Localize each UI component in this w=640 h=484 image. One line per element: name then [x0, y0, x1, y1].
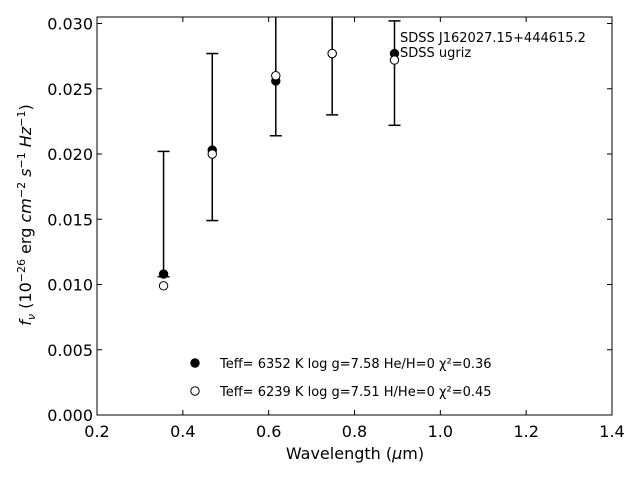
legend: Teff= 6352 K log g=7.58 He/H=0 χ²=0.36 Te… — [190, 357, 492, 400]
y-tick-label: 0.000 — [47, 406, 93, 425]
open-marker — [207, 149, 217, 159]
errorbars-layer — [157, 17, 401, 278]
ticks-layer: 0.2 0.4 0.6 0.8 1.0 1.2 1.4 0.000 0.005 0.010 0.01… — [47, 15, 625, 441]
open-marker — [327, 48, 337, 59]
annotation-object-name: SDSS J162027.15+444615.2 — [400, 31, 586, 46]
x-tick-label: 0.8 — [342, 422, 367, 441]
legend-marker-open — [190, 386, 200, 396]
x-tick-label: 0.6 — [256, 422, 281, 441]
open-marker — [158, 281, 169, 291]
legend-entry-label: Teff= 6239 K log g=7.51 H/He=0 χ²=0.45 — [219, 385, 492, 400]
x-tick-label: 1.2 — [513, 422, 538, 441]
x-axis-label: Wavelength (μm) — [286, 444, 424, 463]
markers-layer — [158, 48, 400, 291]
filled-marker — [158, 269, 169, 279]
y-tick-label: 0.020 — [47, 145, 93, 164]
annotation-photometry: SDSS ugriz — [400, 46, 471, 61]
legend-entry-label: Teff= 6352 K log g=7.58 He/H=0 χ²=0.36 — [219, 357, 492, 372]
x-tick-label: 0.2 — [84, 422, 109, 441]
x-tick-label: 0.4 — [170, 422, 195, 441]
y-axis-label: fν (10−26 erg cm−2 s−1 Hz−1) — [15, 104, 38, 325]
y-tick-label: 0.030 — [47, 15, 93, 34]
annotation-block: SDSS J162027.15+444615.2 SDSS ugriz — [400, 31, 586, 61]
y-tick-label: 0.010 — [47, 276, 93, 295]
y-tick-label: 0.015 — [47, 210, 93, 229]
y-tick-label: 0.025 — [47, 80, 93, 99]
y-tick-label: 0.005 — [47, 341, 93, 360]
open-marker — [389, 55, 400, 65]
open-marker — [271, 71, 281, 81]
legend-marker-filled — [190, 358, 200, 368]
plot-frame — [96, 16, 613, 416]
x-tick-label: 1.0 — [428, 422, 453, 441]
x-tick-label: 1.4 — [599, 422, 624, 441]
